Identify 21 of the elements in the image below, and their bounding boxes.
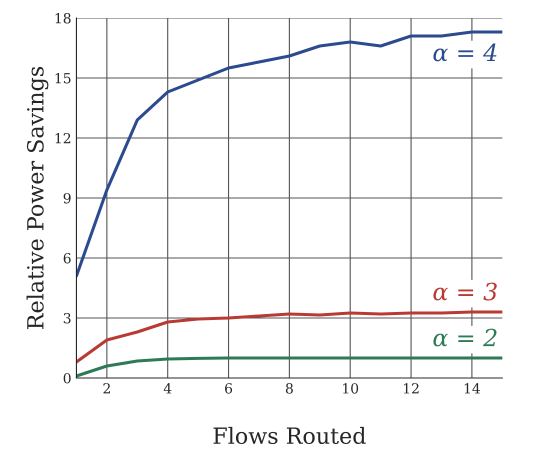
y-tick-label: 6 bbox=[64, 252, 71, 264]
x-tick-label: 4 bbox=[164, 383, 172, 394]
series-label: α = 4 bbox=[433, 44, 496, 62]
series-label: α = 3 bbox=[433, 282, 497, 300]
x-tick-label: 8 bbox=[286, 383, 293, 394]
y-tick-label: 15 bbox=[56, 72, 71, 84]
series-label: α = 2 bbox=[433, 328, 496, 346]
x-tick-label: 10 bbox=[343, 383, 358, 394]
line-series bbox=[76, 310, 502, 364]
x-tick-label: 12 bbox=[404, 383, 419, 394]
y-tick-label: 9 bbox=[64, 192, 71, 204]
x-tick-label: 14 bbox=[464, 383, 480, 394]
y-tick-label: 18 bbox=[56, 12, 71, 24]
x-tick-label: 6 bbox=[225, 383, 232, 394]
x-tick-label: 2 bbox=[103, 383, 110, 394]
y-axis-title: Relative Power Savings bbox=[26, 66, 48, 329]
x-axis-title: Flows Routed bbox=[214, 426, 366, 444]
y-tick-label: 0 bbox=[64, 372, 71, 384]
y-tick-label: 3 bbox=[64, 312, 71, 324]
line-series bbox=[76, 30, 502, 278]
y-tick-label: 12 bbox=[56, 132, 70, 144]
